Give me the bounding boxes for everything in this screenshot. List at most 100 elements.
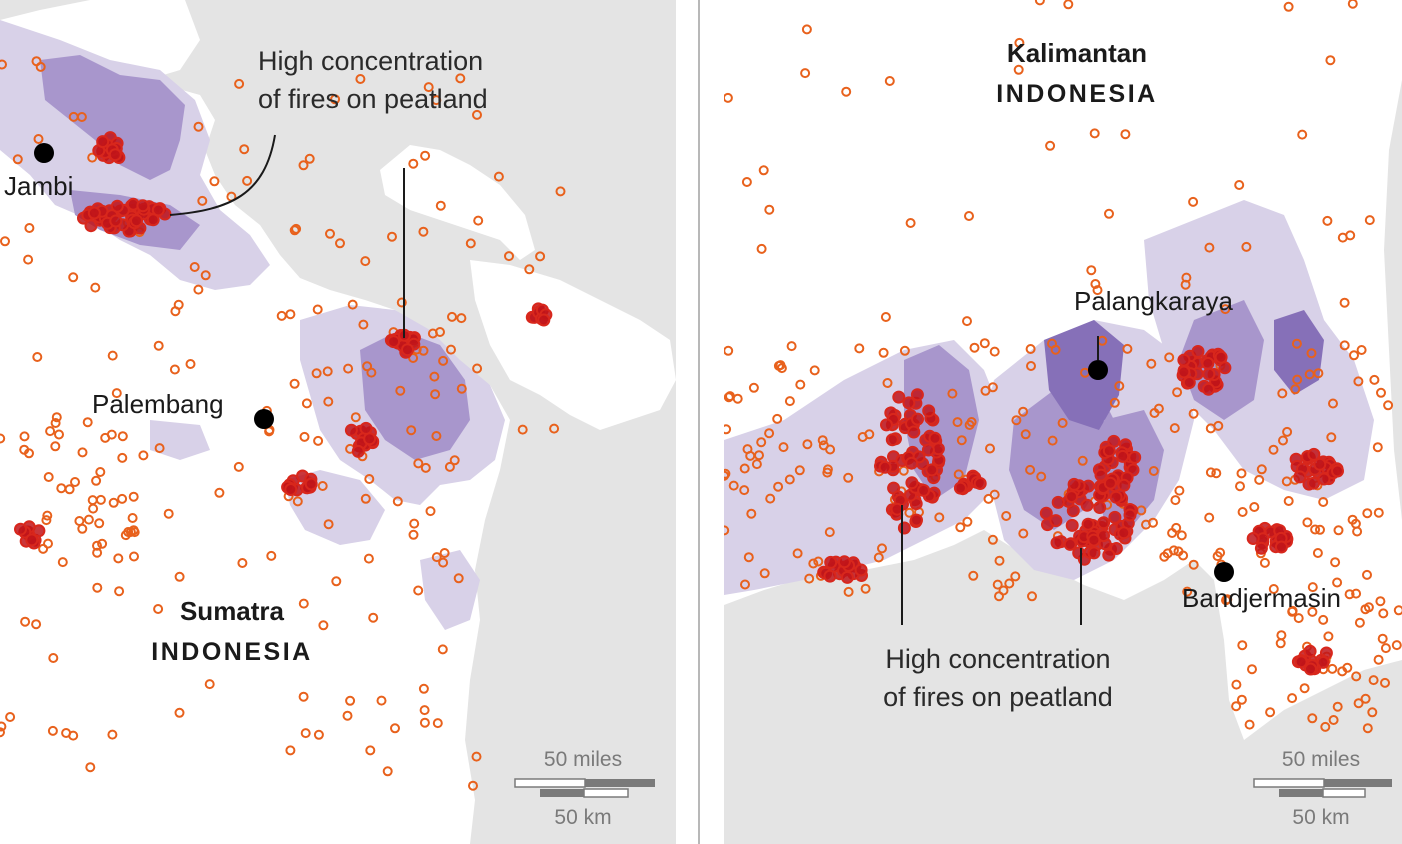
fire-hotspot-marker [1174, 485, 1185, 496]
fire-hotspot-marker [472, 363, 483, 374]
fire-hotspot-marker [87, 206, 101, 220]
fire-hotspot-marker [1013, 64, 1024, 75]
fire-hotspot-marker [41, 515, 52, 526]
fire-hotspot-marker [1141, 519, 1151, 530]
fire-hotspot-marker [323, 396, 334, 407]
fire-hotspot-marker [1204, 512, 1215, 523]
fire-hotspot-marker [880, 418, 893, 432]
fire-hotspot-marker [437, 644, 448, 655]
fire-hotspot-marker [751, 459, 762, 470]
fire-hotspot-marker [817, 435, 828, 446]
city-dot-jambi [34, 143, 54, 163]
fire-hotspot-marker [1364, 215, 1375, 226]
fire-hotspot-marker [95, 467, 106, 477]
fire-hotspot-marker [1102, 444, 1116, 458]
fire-hotspot-marker [420, 150, 431, 161]
fire-hotspot-marker [97, 538, 108, 549]
fire-hotspot-marker [368, 612, 379, 623]
fire-hotspot-marker [1353, 376, 1364, 387]
fire-hotspot-marker [743, 552, 754, 563]
fire-hotspot-marker [446, 344, 456, 355]
fire-hotspot-marker [904, 507, 915, 518]
fire-hotspot-marker [1323, 631, 1334, 642]
fire-hotspot-marker [438, 355, 449, 366]
fire-hotspots-layer [0, 56, 566, 791]
sumatra-map-panel: Jambi Palembang High concentration of fi… [0, 0, 676, 844]
fire-hotspot-marker [304, 153, 315, 164]
fire-hotspot-marker [979, 338, 990, 349]
fire-hotspot-marker [432, 718, 443, 729]
fire-hotspot-marker [47, 725, 58, 736]
fire-hotspot-marker [76, 112, 87, 122]
fire-hotspot-marker [809, 365, 820, 376]
fire-hotspot-marker [1122, 343, 1133, 354]
city-label-palangkaraya: Palangkaraya [1074, 286, 1234, 316]
fire-hotspot-marker [884, 76, 895, 86]
fire-hotspot-marker [355, 74, 366, 84]
fire-hotspot-marker [1290, 384, 1301, 395]
fire-hotspot-marker [778, 442, 789, 453]
fire-hotspot-marker [1025, 344, 1036, 354]
fire-hotspot-marker [347, 299, 358, 310]
fire-hotspot-marker [1294, 655, 1308, 669]
fire-hotspot-marker [897, 521, 911, 535]
fire-hotspot-marker [85, 762, 96, 773]
fire-hotspot-marker [1010, 571, 1021, 582]
fire-hotspot-marker [1265, 707, 1276, 718]
fire-hotspot-marker [70, 477, 80, 487]
fire-hotspot-marker [911, 412, 924, 426]
fire-hotspot-marker [1339, 340, 1350, 351]
fire-hotspot-marker [1213, 420, 1224, 431]
fire-hotspot-marker [724, 424, 732, 435]
fire-hotspot-marker [1313, 457, 1327, 471]
fire-hotspot-marker [786, 341, 797, 352]
fire-hotspot-marker [1297, 129, 1308, 140]
fire-hotspot-marker [1322, 215, 1333, 226]
fire-hotspot-marker [1237, 640, 1248, 651]
fire-hotspot-marker [756, 437, 767, 448]
fire-hotspot-marker [517, 424, 528, 435]
fire-hotspot-marker [739, 485, 750, 496]
fire-hotspot-marker [24, 223, 35, 233]
fire-hotspot-marker [1168, 545, 1179, 556]
fire-hotspot-marker [1327, 663, 1338, 674]
fire-hotspot-marker [456, 313, 467, 324]
fire-hotspot-marker [409, 518, 420, 529]
fire-hotspot-marker [922, 404, 936, 418]
fire-hotspot-marker [1011, 415, 1022, 426]
fire-hotspot-marker [117, 493, 128, 504]
fire-hotspot-marker [504, 251, 514, 262]
fire-hotspot-marker [1393, 605, 1402, 616]
fire-hotspot-marker [1182, 586, 1193, 597]
fire-hotspot-marker [1109, 397, 1120, 408]
fire-hotspot-marker [130, 214, 143, 228]
fire-hotspot-marker [1051, 495, 1065, 509]
fire-hotspot-marker [456, 383, 467, 394]
scale-bar: 50 miles 50 km [514, 748, 655, 829]
fire-hotspot-marker [808, 558, 819, 569]
fire-hotspot-marker [1026, 361, 1036, 371]
callout-line-1: High concentration [885, 644, 1110, 674]
fire-hotspot-marker [746, 508, 757, 519]
fire-hotspot-marker [128, 525, 139, 536]
fire-hotspot-marker [449, 455, 460, 466]
fire-hotspot-marker [32, 524, 46, 538]
fire-hotspot-marker [934, 512, 945, 523]
fire-hotspot-marker [154, 443, 165, 454]
fire-hotspot-marker [493, 171, 504, 182]
fire-hotspot-marker [1274, 540, 1288, 554]
fire-hotspot-marker [1218, 361, 1232, 375]
fire-hotspot-marker [724, 525, 730, 536]
fire-hotspot-marker [1303, 644, 1317, 658]
country-label: INDONESIA [996, 80, 1157, 108]
country-label: INDONESIA [151, 638, 312, 666]
fire-hotspot-marker [418, 683, 429, 694]
fire-hotspot-marker [395, 385, 406, 396]
fire-hotspot-marker [955, 522, 966, 533]
fire-hotspot-marker [408, 529, 419, 540]
fire-hotspot-marker [1202, 382, 1215, 396]
fire-hotspot-marker [724, 345, 734, 356]
fire-hotspot-marker [905, 218, 916, 228]
east-peninsula [470, 260, 676, 430]
fire-hotspot-marker [1123, 508, 1137, 522]
